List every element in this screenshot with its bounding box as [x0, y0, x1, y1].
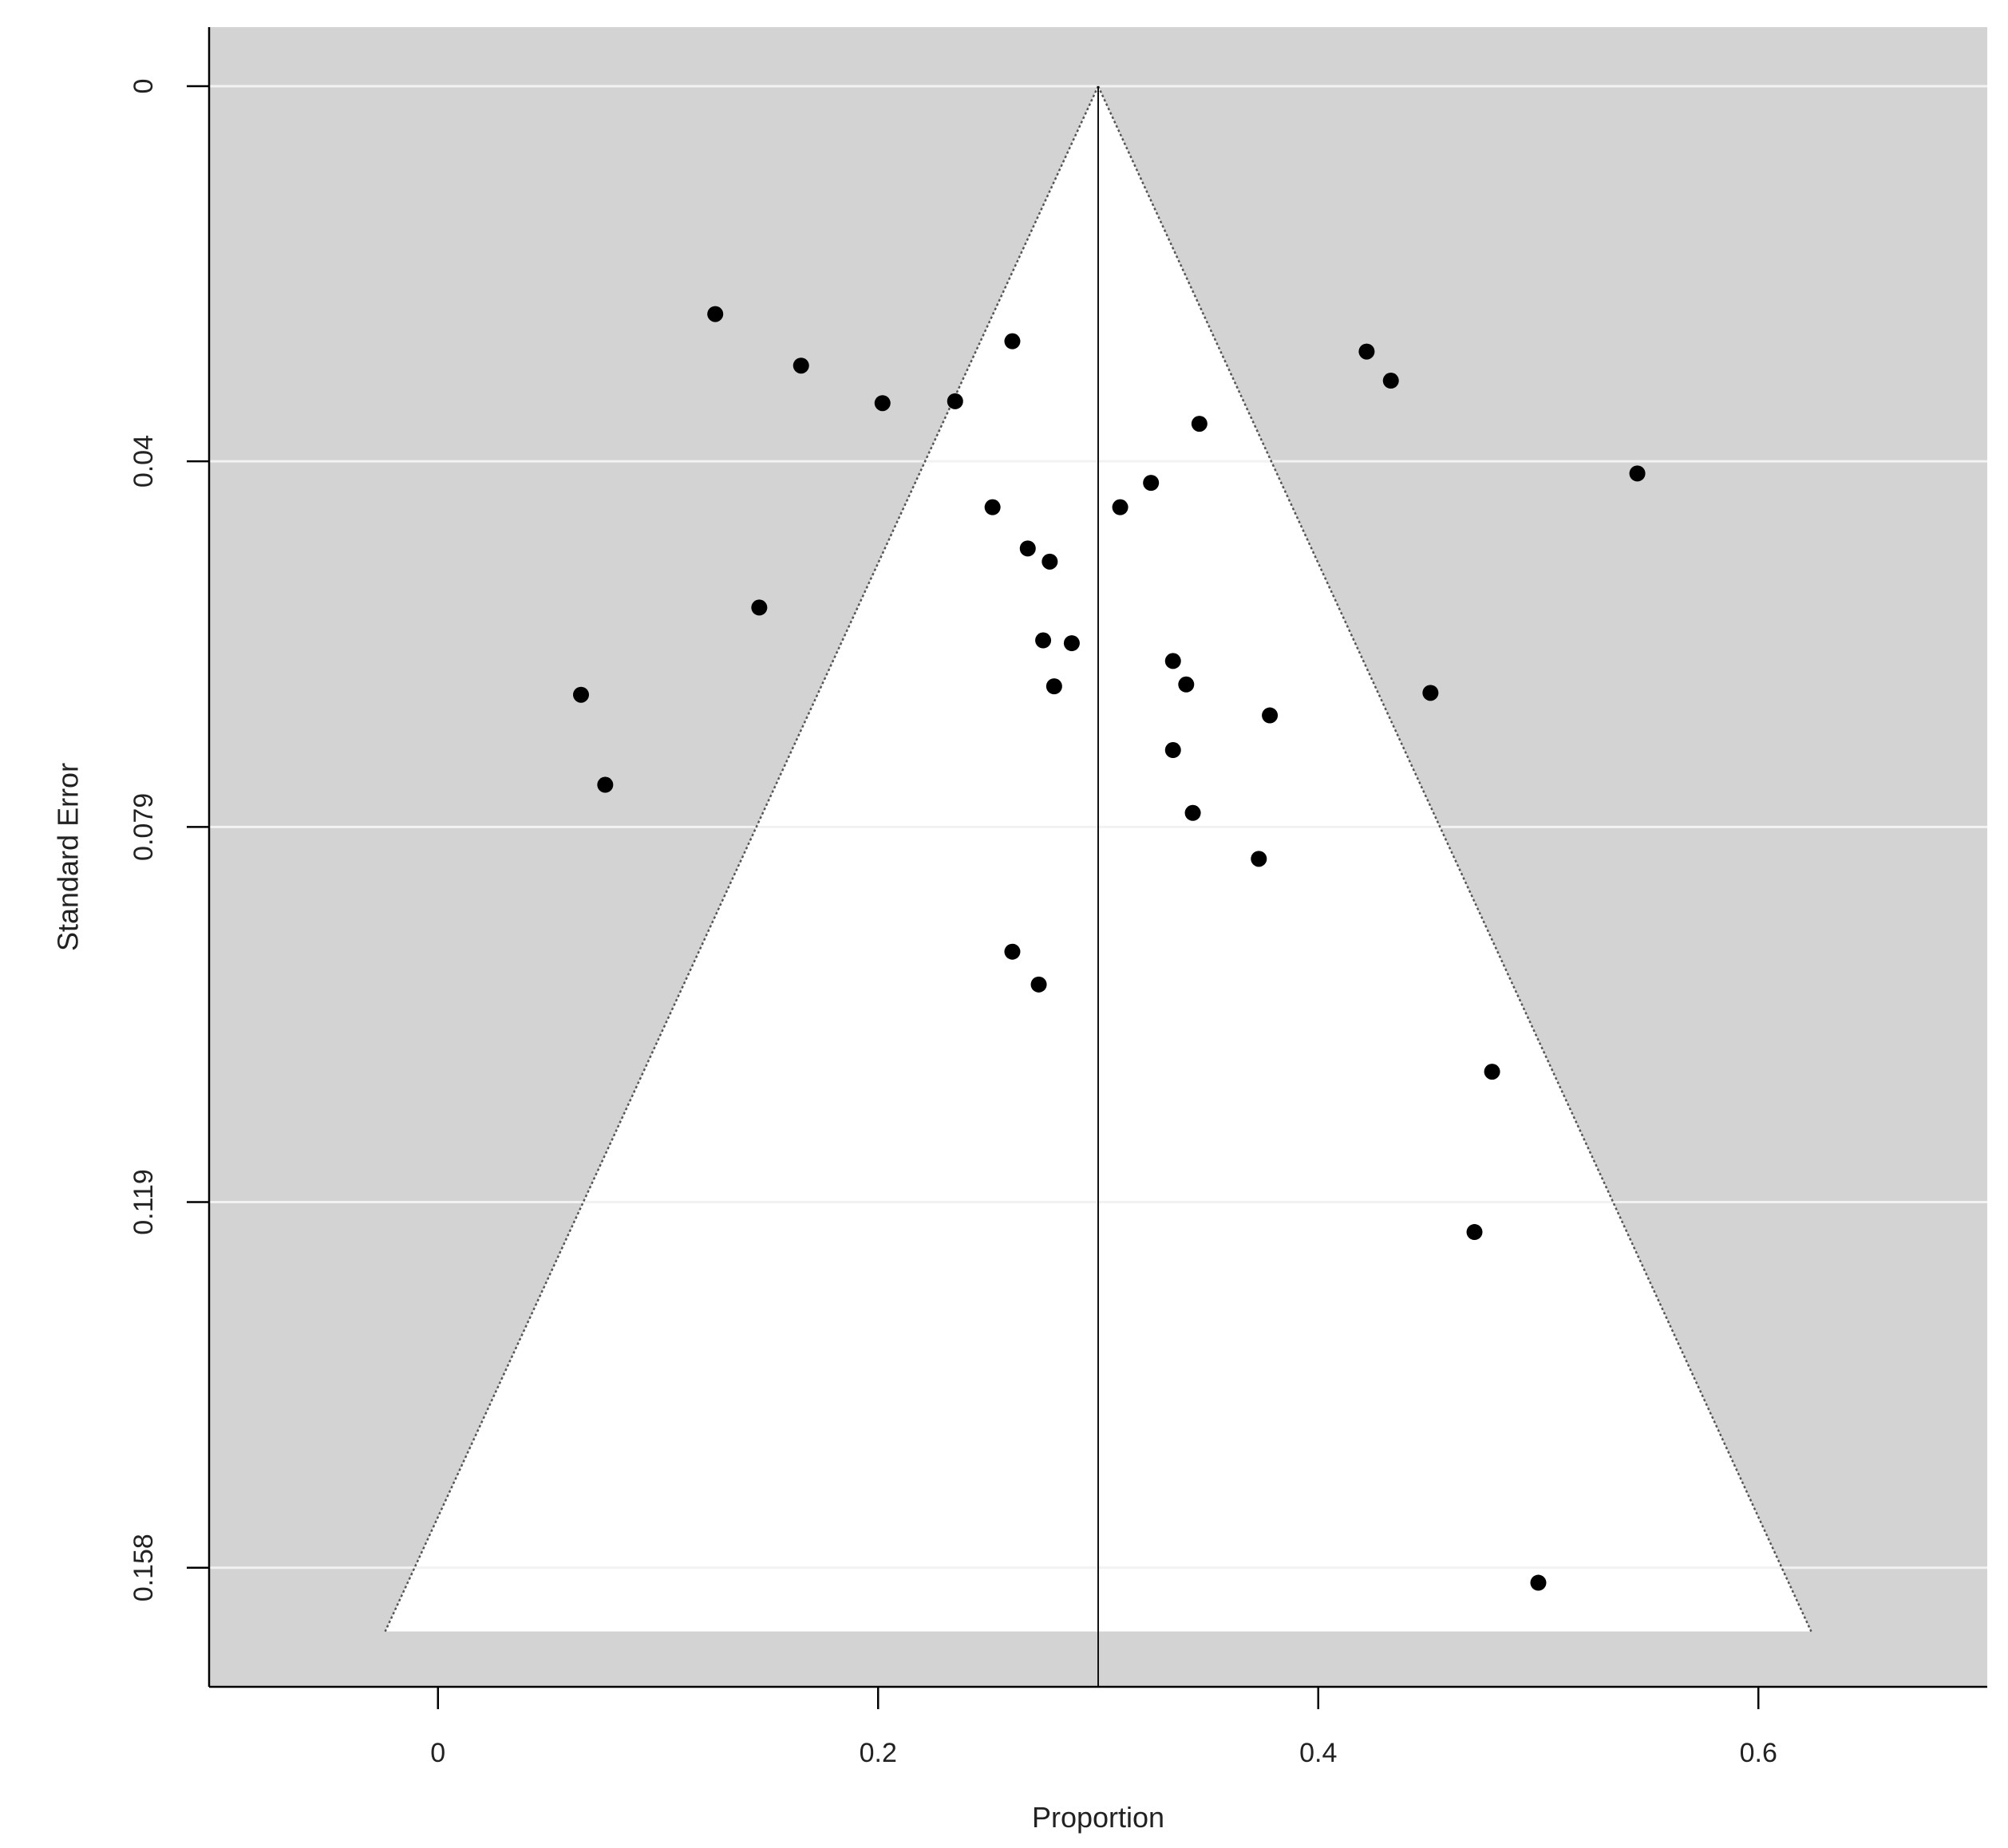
data-point-5: [1358, 343, 1375, 360]
data-point-31: [1530, 1574, 1547, 1591]
x-tick-label-1: 0.2: [860, 1738, 897, 1768]
x-tick-label-3: 0.6: [1740, 1738, 1777, 1768]
data-point-19: [1046, 678, 1062, 695]
data-point-17: [1164, 653, 1181, 669]
data-point-9: [984, 499, 1001, 515]
data-point-1: [793, 357, 809, 374]
data-point-7: [1191, 416, 1208, 432]
data-point-13: [1042, 553, 1058, 570]
data-point-10: [1112, 499, 1129, 515]
data-point-6: [1382, 373, 1399, 389]
x-axis-title: Proportion: [1032, 1801, 1164, 1834]
funnel-edge-left: [384, 85, 1100, 1633]
funnel-edge-right: [1097, 85, 1812, 1633]
data-point-28: [1030, 976, 1047, 993]
data-point-26: [1251, 851, 1267, 867]
data-points: [573, 306, 1646, 1591]
data-point-21: [1422, 685, 1439, 701]
data-point-12: [1019, 540, 1036, 557]
data-point-15: [1035, 632, 1052, 649]
data-point-29: [1484, 1064, 1500, 1080]
data-point-0: [707, 306, 724, 322]
data-point-11: [1143, 475, 1160, 492]
data-point-14: [751, 599, 768, 616]
data-point-4: [1004, 333, 1021, 349]
y-tick-label-1: 0.04: [128, 435, 159, 488]
data-point-16: [1063, 635, 1080, 652]
y-tick-label-4: 0.158: [128, 1534, 159, 1601]
y-tick-label-3: 0.119: [128, 1169, 159, 1235]
data-point-24: [597, 776, 614, 793]
y-axis-title: Standard Error: [52, 763, 85, 951]
data-point-30: [1466, 1224, 1483, 1241]
data-point-25: [1184, 804, 1201, 821]
data-point-23: [1164, 742, 1181, 759]
funnel-edges: [384, 85, 1812, 1633]
data-point-22: [1262, 707, 1279, 724]
data-point-2: [874, 395, 891, 412]
x-tick-label-0: 0: [430, 1738, 445, 1768]
y-tick-label-2: 0.079: [128, 793, 159, 861]
data-point-20: [573, 686, 590, 703]
data-point-27: [1004, 943, 1021, 960]
data-point-18: [1178, 676, 1195, 693]
data-point-8: [1629, 465, 1646, 482]
data-point-3: [947, 393, 963, 409]
axes: 0 0.2 0.4 0.6 0 0.04 0.079 0.119 0.158: [128, 27, 1987, 1768]
y-tick-label-0: 0: [128, 79, 159, 94]
x-tick-label-2: 0.4: [1299, 1738, 1337, 1768]
